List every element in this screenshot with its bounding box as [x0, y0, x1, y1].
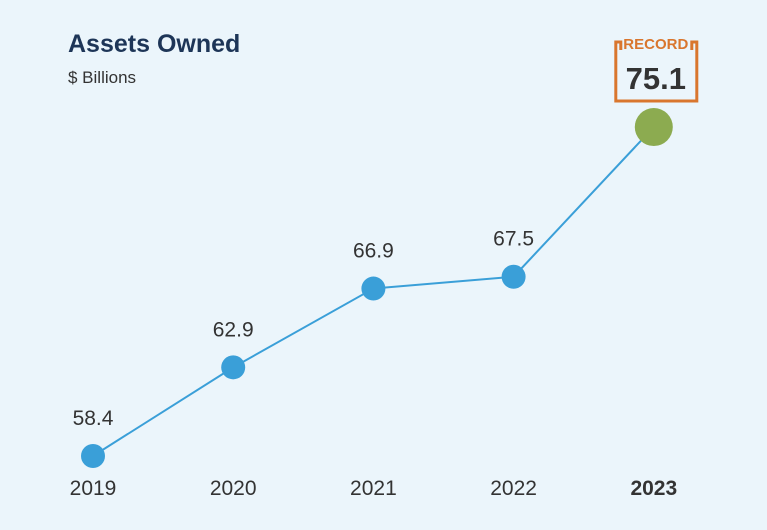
record-label: RECORD — [623, 36, 688, 53]
data-label: 67.5 — [493, 228, 534, 251]
data-label: 66.9 — [353, 240, 394, 263]
x-tick-label: 2020 — [210, 477, 257, 500]
x-tick-label: 2019 — [70, 477, 117, 500]
x-tick-label: 2023 — [630, 477, 677, 500]
data-point — [501, 264, 526, 289]
data-label: 58.4 — [73, 407, 114, 430]
record-box — [614, 40, 699, 103]
data-point — [634, 108, 673, 147]
x-tick-label: 2021 — [350, 477, 397, 500]
data-point — [361, 276, 386, 301]
data-point — [81, 444, 105, 468]
chart-subtitle: $ Billions — [68, 68, 137, 87]
x-tick-label: 2022 — [490, 477, 537, 500]
data-point — [221, 355, 246, 380]
data-label: 62.9 — [213, 318, 254, 341]
data-label: 75.1 — [626, 61, 686, 96]
chart-title: Assets Owned — [68, 30, 241, 58]
